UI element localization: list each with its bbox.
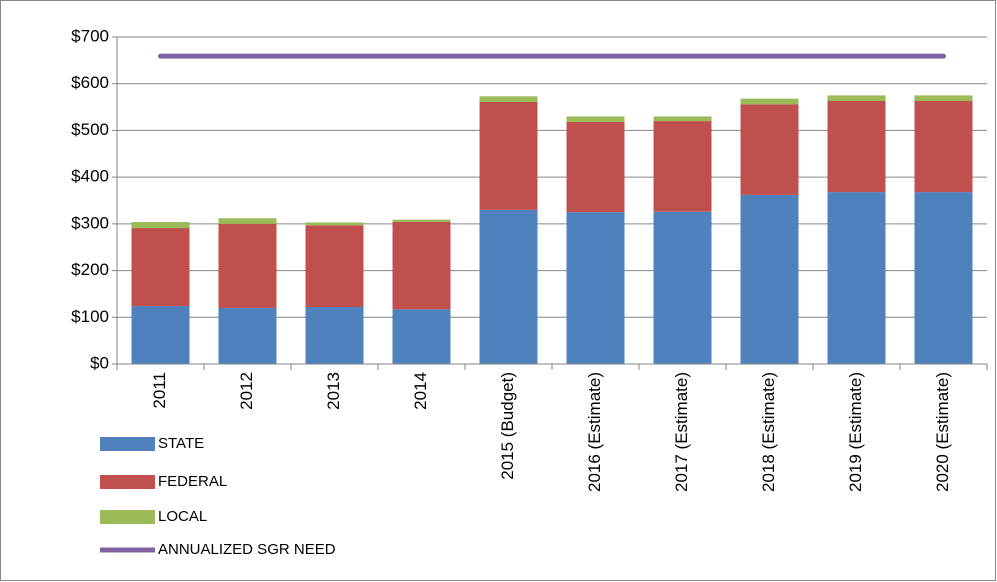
legend-swatch <box>100 510 155 524</box>
y-tick-label: $500 <box>71 120 109 139</box>
y-tick-label: $0 <box>90 353 109 372</box>
bar-segment <box>566 212 625 364</box>
bar-segment <box>392 309 451 364</box>
x-tick-label: 2017 (Estimate) <box>672 372 691 492</box>
bar-segment <box>305 225 364 308</box>
y-tick-label: $600 <box>71 73 109 92</box>
x-tick-label: 2013 <box>324 372 343 410</box>
bar-segment <box>740 104 799 195</box>
x-tick-label: 2015 (Budget) <box>498 372 517 480</box>
bar-segment <box>827 100 886 193</box>
x-tick-label: 2016 (Estimate) <box>585 372 604 492</box>
bar-segment <box>653 211 712 364</box>
y-tick-label: $400 <box>71 167 109 186</box>
bar-segment <box>479 96 538 102</box>
bar-segment <box>392 221 451 310</box>
bar-segment <box>131 221 190 229</box>
bar-segment <box>653 121 712 212</box>
bar-segment <box>740 98 799 105</box>
bar-segment <box>479 209 538 364</box>
y-tick-label: $200 <box>71 260 109 279</box>
legend-label: LOCAL <box>158 508 207 525</box>
bar-segment <box>131 306 190 364</box>
x-tick-label: 2018 (Estimate) <box>759 372 778 492</box>
bar-segment <box>131 228 190 307</box>
legend-swatch <box>100 475 155 489</box>
bar-segment <box>218 307 277 364</box>
bar-segment <box>305 222 364 226</box>
bar-segment <box>740 194 799 364</box>
bar-segment <box>914 100 973 193</box>
bar-segment <box>914 192 973 364</box>
legend-label: ANNUALIZED SGR NEED <box>158 541 336 558</box>
legend-label: STATE <box>158 435 204 452</box>
bar-segment <box>653 116 712 122</box>
y-tick-label: $700 <box>71 26 109 45</box>
x-tick-label: 2014 <box>411 372 430 410</box>
y-tick-label: $100 <box>71 307 109 326</box>
bar-segment <box>479 101 538 210</box>
x-tick-label: 2011 <box>150 372 169 409</box>
legend-label: FEDERAL <box>158 473 227 490</box>
bar-segment <box>218 223 277 308</box>
bar-segment <box>827 192 886 364</box>
bar-segment <box>218 218 277 224</box>
x-tick-label: 2012 <box>237 372 256 410</box>
x-tick-label: 2020 (Estimate) <box>933 372 952 492</box>
bar-segment <box>827 95 886 101</box>
bar-segment <box>392 219 451 222</box>
legend-swatch <box>100 437 155 451</box>
y-tick-label: $300 <box>71 213 109 232</box>
bar-segment <box>914 95 973 101</box>
bar-segment <box>566 122 625 213</box>
bar-segment <box>305 307 364 364</box>
x-tick-label: 2019 (Estimate) <box>846 372 865 492</box>
bar-segment <box>566 116 625 123</box>
